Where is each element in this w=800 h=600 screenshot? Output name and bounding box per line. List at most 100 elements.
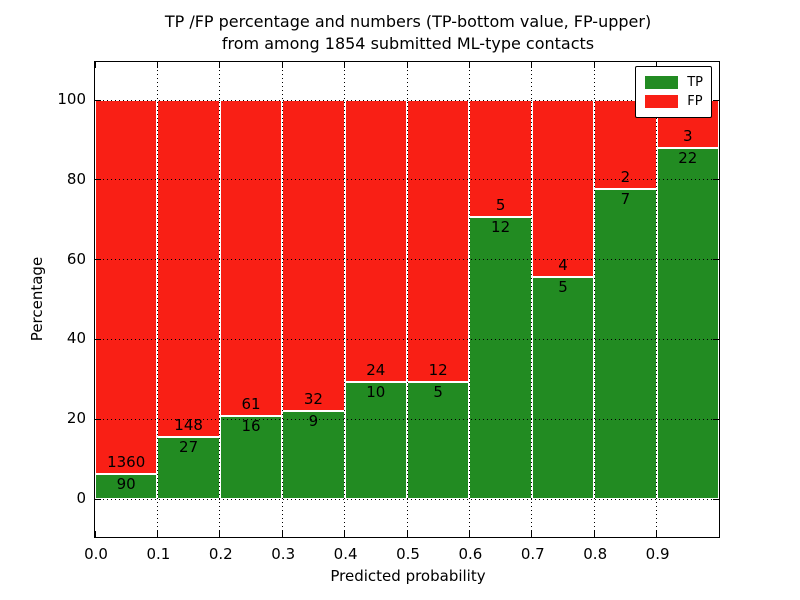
x-gridline	[531, 62, 533, 537]
y-tick	[95, 498, 101, 500]
tp-bar-segment	[594, 188, 657, 499]
y-tick-label: 0	[76, 489, 86, 507]
y-tick	[95, 179, 101, 181]
tp-bar-segment	[282, 411, 345, 499]
tp-bar-segment	[656, 147, 719, 499]
legend-entry-tp: TP	[645, 74, 703, 91]
x-tick	[219, 531, 221, 537]
fp-bar-segment	[95, 100, 158, 475]
x-tick	[593, 531, 595, 537]
tp-bar-segment	[531, 277, 595, 499]
y-tick	[95, 418, 101, 420]
fp-bar-segment	[469, 100, 532, 218]
tp-bar-segment	[344, 381, 407, 499]
tp-count-label: 7	[620, 189, 631, 208]
x-tick-label: 0.6	[458, 545, 483, 563]
fp-count-label: 148	[174, 416, 203, 435]
x-tick	[406, 531, 408, 537]
fp-count-label: 12	[428, 360, 448, 379]
x-tick-label: 0.0	[84, 545, 108, 563]
x-tick	[531, 62, 533, 68]
legend-swatch-tp	[645, 76, 679, 89]
x-tick	[718, 62, 720, 68]
fp-count-label: 5	[495, 196, 506, 215]
x-tick-label: 0.9	[645, 545, 670, 563]
x-gridline	[281, 62, 283, 537]
plot-area: 1360 90 148 27 61 16 32 9 24 10 12 5 5 12 4 5 2 7 3 22 TP FP	[94, 61, 720, 538]
x-tick-label: 0.7	[520, 545, 545, 563]
legend-entry-fp: FP	[645, 93, 703, 110]
y-tick	[713, 418, 719, 420]
tp-count-label: 22	[678, 148, 698, 167]
fp-count-label: 1360	[107, 453, 146, 472]
chart-title: TP /FP percentage and numbers (TP-bottom…	[96, 11, 720, 55]
x-tick	[94, 531, 96, 537]
x-tick	[344, 62, 346, 68]
tp-bar-segment	[407, 381, 470, 499]
fp-bar-segment	[531, 100, 595, 278]
x-gridline	[406, 62, 408, 537]
x-gridline	[468, 62, 470, 537]
x-tick	[344, 531, 346, 537]
x-tick-label: 0.2	[208, 545, 233, 563]
x-axis-label: Predicted probability	[330, 567, 486, 585]
x-tick-label: 0.1	[146, 545, 171, 563]
legend-swatch-fp	[645, 95, 679, 108]
bars-field: 1360 90 148 27 61 16 32 9 24 10 12 5 5 12 4 5 2 7 3 22	[95, 99, 719, 500]
fp-count-label: 3	[683, 126, 693, 145]
tp-count-label: 12	[491, 218, 511, 237]
x-tick	[656, 531, 658, 537]
legend-label: TP	[687, 75, 703, 90]
x-tick	[718, 531, 720, 537]
chart-title-line-1: TP /FP percentage and numbers (TP-bottom…	[164, 12, 652, 31]
y-tick	[95, 259, 101, 261]
y-axis-label: Percentage	[28, 256, 47, 341]
fp-bar-segment	[407, 100, 470, 382]
fp-bar-segment	[157, 100, 220, 438]
y-tick-label: 60	[66, 249, 86, 268]
x-gridline	[593, 62, 595, 537]
y-tick	[713, 179, 719, 181]
tp-count-label: 16	[241, 417, 261, 436]
tp-bar-segment	[157, 437, 220, 499]
x-tick	[156, 62, 158, 68]
y-tick-label: 80	[66, 169, 86, 188]
legend-label: FP	[687, 94, 703, 109]
y-tick	[713, 338, 719, 340]
fp-bar-segment	[219, 100, 283, 417]
x-gridline	[344, 62, 346, 537]
tp-count-label: 27	[179, 438, 199, 457]
x-tick	[468, 531, 470, 537]
fp-count-label: 24	[366, 360, 386, 379]
fp-count-label: 61	[241, 395, 261, 414]
fp-bar-segment	[282, 100, 345, 412]
x-tick	[156, 531, 158, 537]
x-tick-label: 0.3	[271, 545, 296, 563]
y-tick	[713, 259, 719, 261]
x-tick	[219, 62, 221, 68]
x-tick	[531, 531, 533, 537]
x-tick-labels: 0.0 0.1 0.2 0.3 0.4 0.5 0.6 0.7 0.8 0.9	[84, 545, 720, 565]
fp-bar-segment	[344, 100, 407, 382]
x-tick	[406, 62, 408, 68]
x-tick	[593, 62, 595, 68]
x-tick-label: 0.8	[583, 545, 608, 563]
tp-bar-segment	[219, 416, 283, 499]
x-gridline	[156, 62, 158, 537]
fp-count-label: 32	[303, 390, 323, 409]
tp-bar-segment	[469, 217, 532, 499]
x-tick	[281, 62, 283, 68]
y-tick	[95, 99, 101, 101]
tp-count-label: 10	[366, 382, 386, 401]
x-tick	[468, 62, 470, 68]
y-tick	[95, 338, 101, 340]
x-gridline	[219, 62, 221, 537]
legend: TP FP	[635, 66, 712, 118]
fp-count-label: 2	[620, 167, 631, 186]
tp-count-label: 90	[116, 475, 136, 494]
y-tick-label: 100	[57, 90, 86, 108]
y-tick-label: 20	[66, 409, 86, 428]
fp-count-label: 4	[558, 256, 568, 275]
tp-count-label: 9	[308, 412, 319, 431]
